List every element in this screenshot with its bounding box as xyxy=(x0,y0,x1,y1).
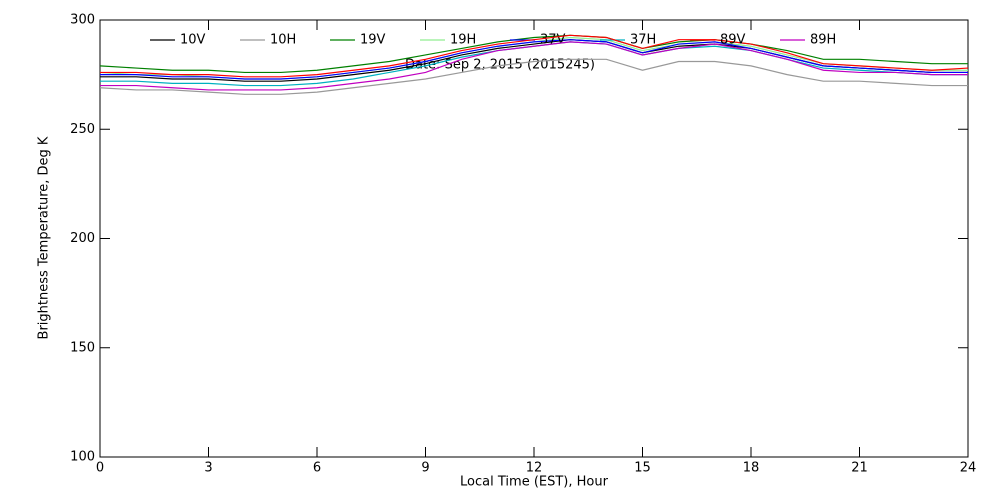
plot-frame xyxy=(99,19,969,458)
y-tick-label: 200 xyxy=(70,231,95,246)
x-tick-label: 9 xyxy=(421,461,429,476)
x-axis-label: Local Time (EST), Hour xyxy=(460,475,609,490)
y-tick-label: 150 xyxy=(70,340,95,355)
legend-label: 89V xyxy=(720,33,746,48)
series-line xyxy=(100,34,969,78)
y-axis-label: Brightness Temperature, Deg K xyxy=(37,136,52,339)
legend-label: 10V xyxy=(180,33,206,48)
y-tick-label: 250 xyxy=(70,122,95,137)
x-tick-label: 18 xyxy=(743,461,760,476)
x-tick-label: 12 xyxy=(526,461,543,476)
x-tick-label: 15 xyxy=(634,461,651,476)
legend-label: 19H xyxy=(450,33,476,48)
series-line xyxy=(99,58,968,95)
series-line xyxy=(99,34,968,74)
legend-label: 10H xyxy=(270,33,296,48)
legend-label: 89H xyxy=(810,33,836,48)
legend-label: 37H xyxy=(630,33,656,48)
x-tick-label: 21 xyxy=(851,461,868,476)
y-tick-label: 300 xyxy=(70,13,95,28)
series-line xyxy=(100,39,968,80)
legend-label: 19V xyxy=(360,33,386,48)
x-tick-label: 3 xyxy=(204,461,212,476)
x-tick-label: 24 xyxy=(960,461,977,476)
x-tick-label: 6 xyxy=(313,461,321,476)
y-tick-label: 100 xyxy=(70,450,95,465)
x-tick-label: 0 xyxy=(96,461,104,476)
series-line xyxy=(100,41,968,91)
